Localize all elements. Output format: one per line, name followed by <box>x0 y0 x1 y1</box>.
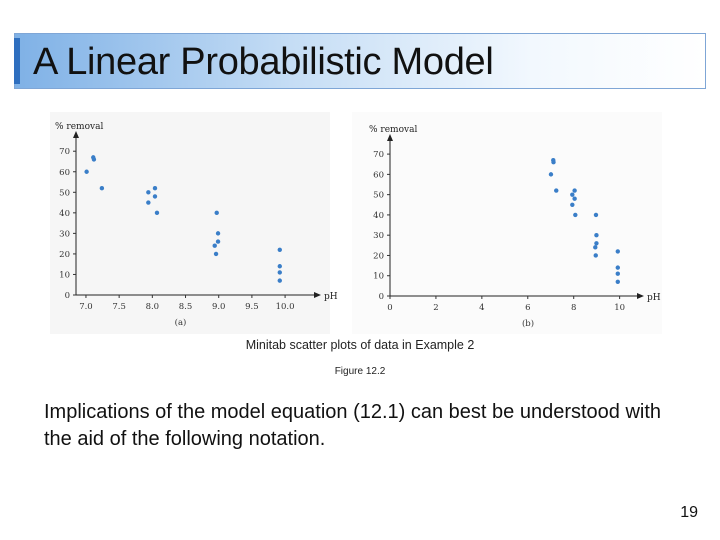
data-point <box>551 160 556 165</box>
x-tick-label: 8 <box>571 303 576 313</box>
y-tick-label: 40 <box>59 209 70 219</box>
data-point <box>277 247 282 253</box>
data-point <box>277 264 282 269</box>
figure-number: Figure 12.2 <box>334 366 386 377</box>
x-axis-title: pH <box>324 292 338 302</box>
data-point <box>215 239 221 244</box>
data-point <box>84 169 89 174</box>
data-point <box>146 200 151 205</box>
x-axis-title: pH <box>647 293 661 303</box>
x-axis-arrow <box>637 293 644 299</box>
slide-title: A Linear Probabilistic Model <box>33 41 494 83</box>
x-tick-label: 10 <box>614 303 625 313</box>
data-point <box>572 196 577 201</box>
y-tick-label: 30 <box>373 231 384 241</box>
data-point <box>277 278 282 283</box>
data-point <box>152 185 158 191</box>
y-tick-label: 60 <box>373 170 384 180</box>
figure-caption: Minitab scatter plots of data in Example… <box>245 338 475 352</box>
x-tick-label: 6 <box>525 303 530 313</box>
page-number: 19 <box>680 504 698 521</box>
x-tick-label: 7.5 <box>112 302 126 312</box>
x-tick-label: 4 <box>479 303 484 313</box>
x-tick-label: 7.0 <box>79 302 93 312</box>
data-point <box>615 279 620 285</box>
scatter-plot-a: 0 10 20 30 40 50 60 70 7.0 7.5 8.0 8.5 9.0 9.5 10.0 % r… <box>55 122 338 328</box>
x-tick-label: 8.0 <box>146 302 160 312</box>
data-point <box>146 190 151 195</box>
y-tick-label: 10 <box>373 272 384 282</box>
chart-panel-b: 0 10 20 30 40 50 60 70 0 2 4 6 8 10 % removal pH (b) <box>352 112 662 334</box>
y-tick-label: 40 <box>373 211 384 221</box>
body-text: Implications of the model equation (12.1… <box>44 401 662 450</box>
title-banner <box>14 33 706 89</box>
data-point <box>570 202 575 207</box>
panel-label: (b) <box>522 318 534 329</box>
data-point <box>213 251 219 257</box>
data-point <box>594 241 599 246</box>
x-tick-label: 2 <box>433 303 438 313</box>
y-axis-arrow <box>73 131 79 138</box>
y-tick-label: 20 <box>373 251 384 261</box>
y-tick-label: 70 <box>373 150 384 160</box>
data-point <box>554 188 559 193</box>
x-tick-label: 8.5 <box>179 302 193 312</box>
y-tick-label: 0 <box>65 291 70 301</box>
data-point <box>99 185 105 191</box>
y-tick-label: 0 <box>379 292 384 302</box>
y-tick-label: 50 <box>59 188 70 198</box>
x-tick-label: 9.5 <box>245 302 259 312</box>
data-point <box>154 210 160 216</box>
data-point <box>570 192 575 197</box>
x-tick-label: 0 <box>387 303 392 313</box>
x-tick-label: 10.0 <box>276 302 295 312</box>
data-point <box>615 271 620 276</box>
y-axis-title: % removal <box>369 125 417 135</box>
data-point <box>152 194 158 199</box>
data-point <box>593 212 599 218</box>
data-point <box>572 188 577 193</box>
data-point <box>214 210 219 216</box>
data-point <box>277 270 282 275</box>
data-point <box>548 172 554 177</box>
y-tick-label: 20 <box>59 250 70 260</box>
y-axis-title: % removal <box>55 122 103 132</box>
y-axis-arrow <box>387 134 393 141</box>
title-accent-bar <box>14 38 20 84</box>
data-point <box>615 249 620 254</box>
panel-label: (a) <box>175 317 187 328</box>
x-axis-arrow <box>314 292 321 298</box>
chart-panel-a: 0 10 20 30 40 50 60 70 7.0 7.5 8.0 8.5 9.0 9.5 10.0 % r… <box>50 112 338 334</box>
y-tick-label: 50 <box>373 191 384 201</box>
y-tick-label: 10 <box>59 270 70 280</box>
data-point <box>573 212 578 218</box>
data-point <box>593 245 598 250</box>
data-point <box>594 232 599 238</box>
data-point <box>212 243 217 248</box>
y-tick-label: 70 <box>59 147 70 157</box>
x-tick-label: 9.0 <box>212 302 226 312</box>
data-point <box>91 157 97 162</box>
y-tick-label: 30 <box>59 229 70 239</box>
data-point <box>593 253 598 258</box>
data-point <box>615 265 620 270</box>
scatter-plot-b: 0 10 20 30 40 50 60 70 0 2 4 6 8 10 % removal pH (b) <box>369 125 661 329</box>
y-tick-label: 60 <box>59 168 70 178</box>
data-point <box>215 231 221 236</box>
